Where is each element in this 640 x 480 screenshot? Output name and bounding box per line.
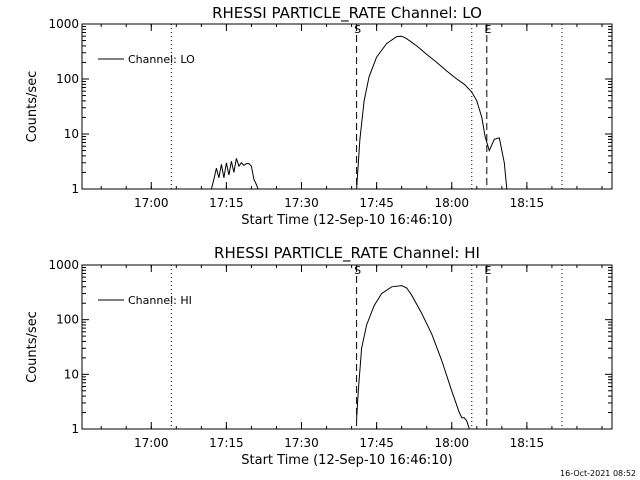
x-tick-label: 17:45: [359, 436, 394, 450]
y-tick-label: 1: [71, 422, 79, 436]
legend-label: Channel: LO: [128, 53, 195, 66]
x-tick-label: 17:30: [284, 196, 319, 210]
x-tick-label: 18:15: [510, 196, 545, 210]
x-tick-label: 17:15: [209, 196, 244, 210]
y-axis-label: Counts/sec: [25, 71, 40, 143]
y-tick-label: 10: [64, 367, 79, 381]
plot-frame: [81, 23, 613, 190]
x-tick-label: 17:45: [359, 196, 394, 210]
y-tick-label: 100: [56, 72, 79, 86]
y-axis-label: Counts/sec: [25, 311, 40, 383]
x-tick-label: 17:00: [134, 196, 169, 210]
x-axis-label: Start Time (12-Sep-10 16:46:10): [241, 213, 452, 228]
chart-title: RHESSI PARTICLE_RATE Channel: LO: [212, 4, 482, 23]
x-tick-label: 18:00: [434, 196, 469, 210]
data-series-line: [356, 35, 508, 190]
x-tick-label: 18:00: [434, 436, 469, 450]
event-marker-label: S: [354, 23, 361, 36]
data-series-line: [356, 285, 470, 430]
x-tick-label: 17:30: [284, 436, 319, 450]
x-tick-label: 18:15: [510, 436, 545, 450]
legend-label: Channel: HI: [128, 294, 192, 307]
y-tick-label: 1000: [48, 17, 79, 31]
x-tick-label: 17:00: [134, 436, 169, 450]
x-axis-label: Start Time (12-Sep-10 16:46:10): [241, 453, 452, 468]
plot-frame: [81, 264, 613, 430]
y-tick-label: 1000: [48, 258, 79, 272]
y-tick-label: 1: [71, 182, 79, 196]
y-tick-label: 10: [64, 127, 79, 141]
chart-title: RHESSI PARTICLE_RATE Channel: HI: [214, 244, 480, 263]
event-marker-label: S: [354, 264, 361, 277]
timestamp: 16-Oct-2021 08:52: [560, 469, 636, 478]
event-marker-label: E: [484, 264, 491, 277]
x-tick-label: 17:15: [209, 436, 244, 450]
event-marker-label: E: [484, 23, 491, 36]
data-series-line: [210, 158, 259, 190]
y-tick-label: 100: [56, 313, 79, 327]
